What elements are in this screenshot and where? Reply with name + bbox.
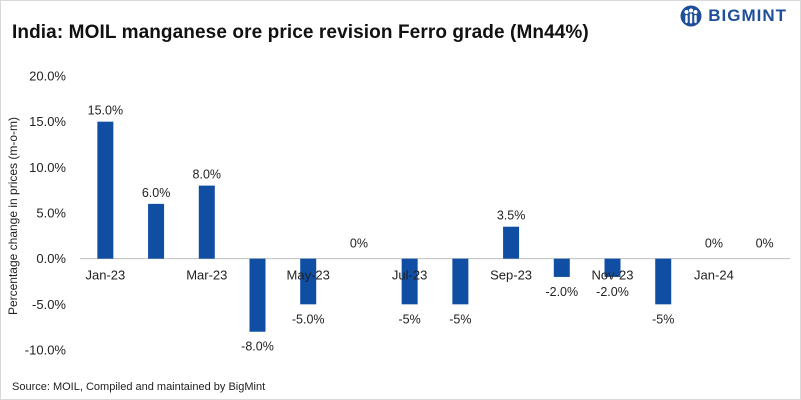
bar bbox=[655, 258, 672, 305]
data-label: 0% bbox=[705, 237, 723, 251]
bar bbox=[300, 258, 317, 305]
chart-title: India: MOIL manganese ore price revision… bbox=[12, 22, 589, 43]
x-tick-label: Nov-23 bbox=[592, 268, 634, 283]
y-tick-label: 20.0% bbox=[29, 69, 66, 84]
source-note: Source: MOIL, Compiled and maintained by… bbox=[12, 381, 266, 393]
y-axis-label: Percentage change in prices (m-o-m) bbox=[6, 117, 20, 315]
y-tick-label: 15.0% bbox=[29, 114, 66, 129]
bar bbox=[452, 258, 469, 305]
bar bbox=[604, 258, 621, 277]
data-label: 0% bbox=[756, 237, 774, 251]
data-label: -2.0% bbox=[545, 285, 578, 299]
bigmint-logo-icon bbox=[680, 5, 702, 27]
x-tick-label: Jan-24 bbox=[694, 268, 734, 283]
y-tick-label: 0.0% bbox=[36, 251, 66, 266]
bar bbox=[249, 258, 266, 332]
data-label: -5% bbox=[652, 312, 674, 326]
data-labels: 15.0% 6.0% 8.0% -8.0% -5.0% 0% -5% -5% 3.5% -2.0%… bbox=[88, 104, 774, 354]
bars bbox=[97, 121, 672, 332]
x-tick-label: May-23 bbox=[287, 268, 330, 283]
x-tick-label: Jan-23 bbox=[85, 268, 125, 283]
y-tick-label: 10.0% bbox=[29, 160, 66, 175]
data-label: -8.0% bbox=[241, 340, 274, 354]
y-tick-label: -5.0% bbox=[32, 297, 66, 312]
x-axis-ticks: Jan-23 Mar-23 May-23 Jul-23 Sep-23 Nov-23 Jan-… bbox=[85, 268, 733, 283]
data-label: -5% bbox=[449, 312, 471, 326]
bar bbox=[503, 226, 520, 259]
y-tick-label: 5.0% bbox=[36, 206, 66, 221]
bar bbox=[198, 185, 215, 259]
brand-name: BIGMINT bbox=[708, 6, 787, 25]
data-label: 3.5% bbox=[497, 209, 526, 223]
x-tick-label: Mar-23 bbox=[186, 268, 227, 283]
data-label: -2.0% bbox=[596, 285, 629, 299]
data-label: 6.0% bbox=[142, 186, 171, 200]
y-tick-label: -10.0% bbox=[25, 343, 67, 358]
x-tick-label: Sep-23 bbox=[490, 268, 532, 283]
data-label: 15.0% bbox=[88, 104, 123, 118]
x-tick-label: Jul-23 bbox=[392, 268, 427, 283]
data-label: 0% bbox=[350, 237, 368, 251]
bar bbox=[401, 258, 418, 305]
y-axis-ticks: 20.0% 15.0% 10.0% 5.0% 0.0% -5.0% -10.0% bbox=[25, 69, 67, 358]
bar bbox=[553, 258, 570, 277]
data-label: -5.0% bbox=[292, 312, 325, 326]
bar bbox=[97, 121, 114, 259]
data-label: -5% bbox=[399, 312, 421, 326]
data-label: 8.0% bbox=[193, 168, 222, 182]
bar bbox=[148, 203, 165, 259]
brand-logo: BIGMINT bbox=[680, 4, 787, 28]
